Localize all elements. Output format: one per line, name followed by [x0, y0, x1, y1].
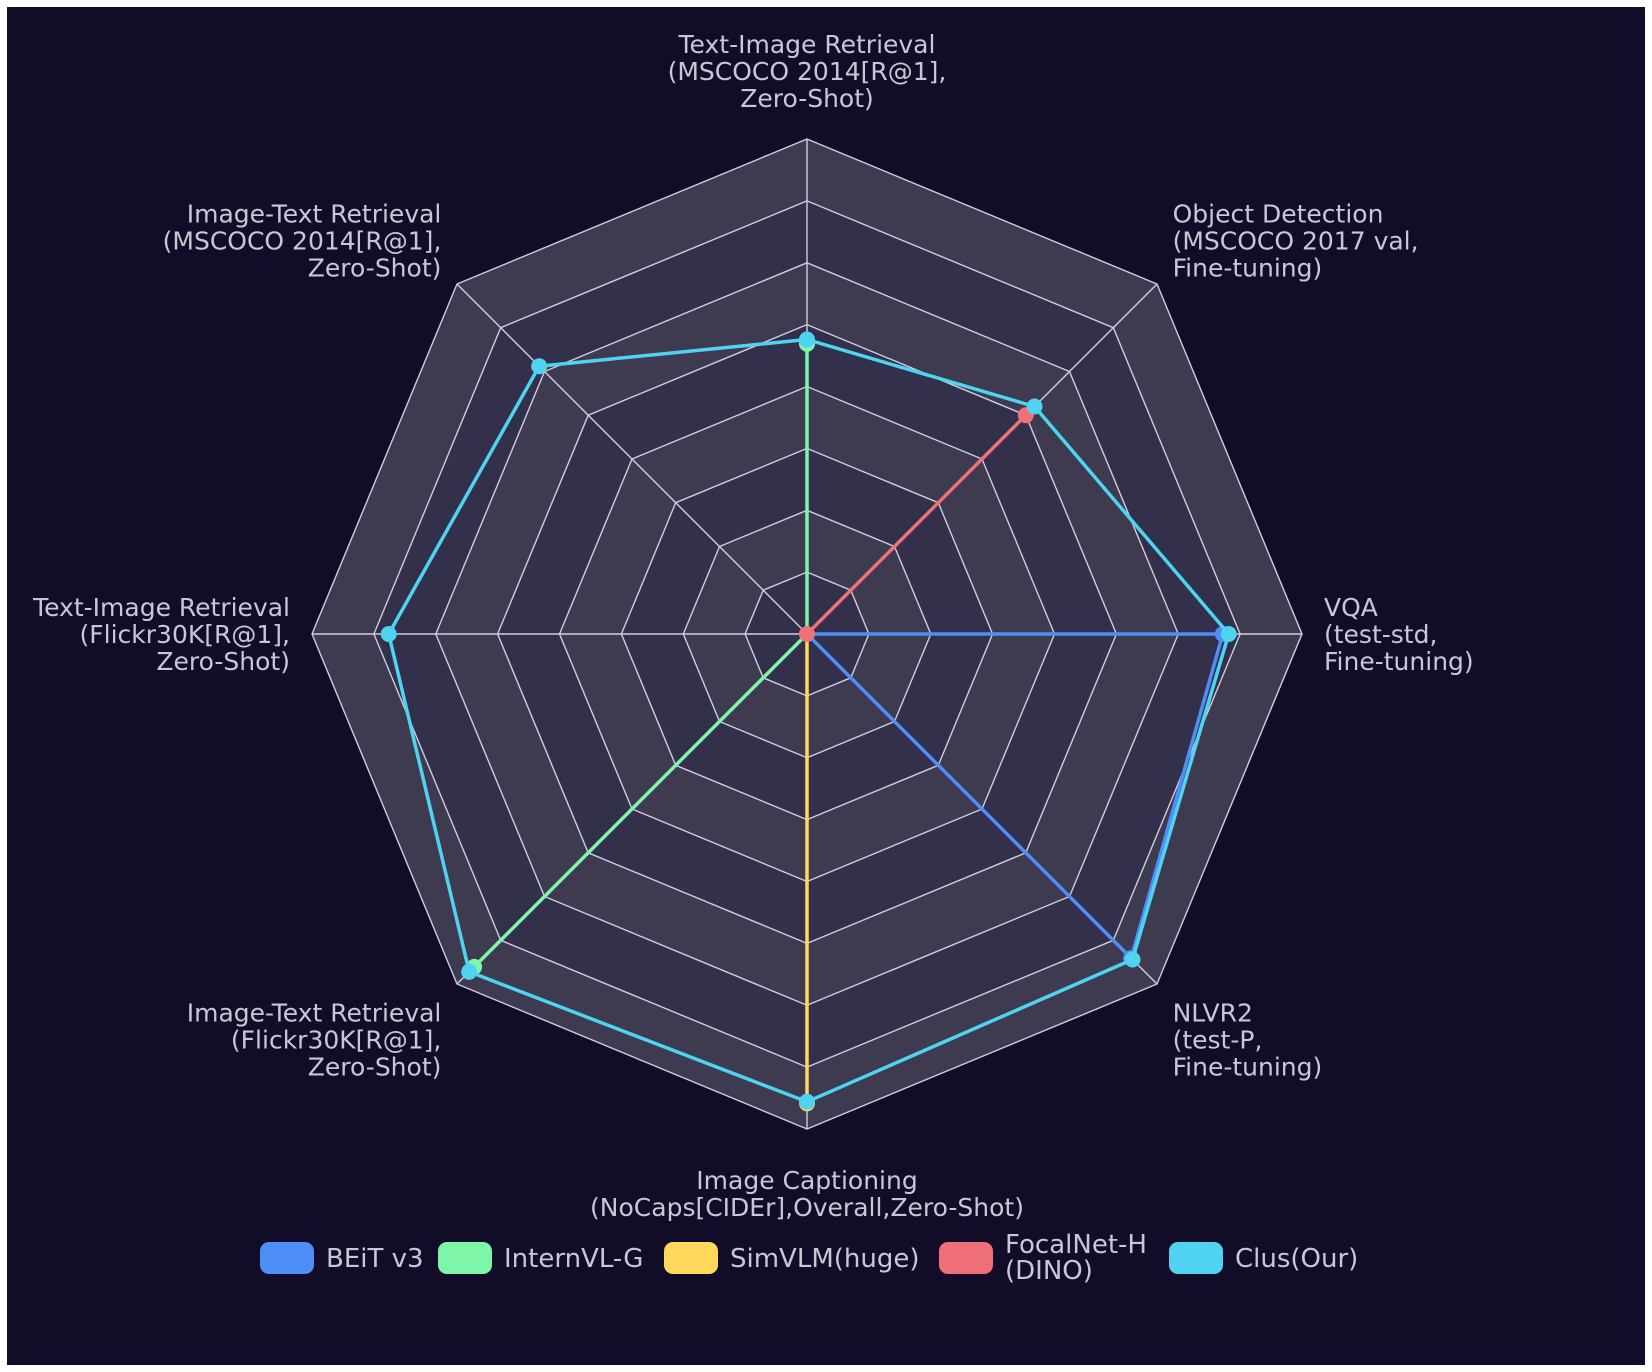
axis-label-1-line-1: (MSCOCO 2017 val,: [1173, 226, 1419, 255]
legend-item-3[interactable]: FocalNet-H (DINO): [939, 1230, 1147, 1286]
axis-label-1: Object Detection (MSCOCO 2017 val, Fine-tu…: [1173, 199, 1419, 282]
legend-swatch-4: [1169, 1242, 1223, 1274]
radar-chart: Text-Image Retrieval (MSCOCO 2014[R@1], Ze…: [32, 30, 1474, 1286]
legend-item-1[interactable]: InternVL-G: [438, 1242, 643, 1274]
series-4-point-1[interactable]: [1026, 398, 1043, 415]
radar-spoke-7: [456, 283, 808, 635]
axis-labels: Text-Image Retrieval (MSCOCO 2014[R@1], Ze…: [32, 30, 1474, 1222]
axis-label-0: Text-Image Retrieval (MSCOCO 2014[R@1], Ze…: [668, 30, 947, 113]
axis-label-3: NLVR2 (test-P, Fine-tuning): [1173, 999, 1323, 1082]
axis-label-0-line-0: Text-Image Retrieval: [678, 30, 936, 59]
legend-label-1: InternVL-G: [504, 1244, 643, 1274]
series-line-0: [805, 632, 1225, 960]
legend-label-3-line-1: (DINO): [1005, 1256, 1093, 1286]
series-4-point-6[interactable]: [380, 626, 397, 642]
series-4-point-5[interactable]: [461, 963, 478, 980]
axis-label-7-line-2: Zero-Shot): [308, 253, 442, 282]
axis-label-0-line-1: (MSCOCO 2014[R@1],: [668, 57, 947, 86]
legend-label-3-line-0: FocalNet-H: [1005, 1230, 1147, 1260]
center-point: [799, 626, 815, 642]
axis-label-4: Image Captioning (NoCaps[CIDEr],Overall,Z…: [590, 1166, 1024, 1222]
legend-item-0[interactable]: BEiT v3: [260, 1242, 424, 1274]
axis-label-6-line-0: Text-Image Retrieval: [32, 593, 290, 622]
chart-panel: Text-Image Retrieval (MSCOCO 2014[R@1], Ze…: [7, 7, 1645, 1365]
legend-swatch-0: [260, 1242, 314, 1274]
series-4-point-2[interactable]: [1220, 626, 1237, 642]
series-4-point-0[interactable]: [799, 331, 815, 348]
axis-label-3-line-1: (test-P,: [1173, 1026, 1263, 1055]
legend-label-3: FocalNet-H (DINO): [1005, 1230, 1147, 1286]
legend-label-4: Clus(Our): [1235, 1244, 1358, 1274]
axis-label-2: VQA (test-std, Fine-tuning): [1324, 593, 1474, 676]
legend-label-0-line-0: BEiT v3: [326, 1244, 424, 1274]
axis-label-1-line-2: Fine-tuning): [1173, 253, 1323, 282]
axis-label-5-line-0: Image-Text Retrieval: [187, 999, 442, 1028]
series-4: [380, 331, 1237, 1110]
axis-label-4-line-1: (NoCaps[CIDEr],Overall,Zero-Shot): [590, 1193, 1024, 1222]
legend-label-2: SimVLM(huge): [730, 1244, 920, 1274]
legend-swatch-2: [664, 1242, 718, 1274]
axis-label-2-line-2: Fine-tuning): [1324, 647, 1474, 676]
axis-label-3-line-0: NLVR2: [1173, 999, 1253, 1028]
legend-swatch-3: [939, 1242, 993, 1274]
axis-label-5-line-2: Zero-Shot): [308, 1053, 442, 1082]
axis-label-6-line-2: Zero-Shot): [156, 647, 290, 676]
legend-label-1-line-0: InternVL-G: [504, 1244, 643, 1274]
axis-label-5-line-1: (Flickr30K[R@1],: [231, 1026, 441, 1055]
series-4-point-4[interactable]: [799, 1093, 815, 1110]
axis-label-5: Image-Text Retrieval (Flickr30K[R@1], Zero…: [187, 999, 442, 1082]
axis-label-7-line-0: Image-Text Retrieval: [187, 199, 442, 228]
legend-label-4-line-0: Clus(Our): [1235, 1244, 1358, 1274]
axis-label-0-line-2: Zero-Shot): [740, 84, 874, 113]
legend[interactable]: BEiT v3 InternVL-G SimVLM(huge) FocalNet-H(…: [260, 1230, 1358, 1286]
legend-item-2[interactable]: SimVLM(huge): [664, 1242, 920, 1274]
legend-item-4[interactable]: Clus(Our): [1169, 1242, 1358, 1274]
axis-label-2-line-0: VQA: [1324, 593, 1378, 622]
axis-label-3-line-2: Fine-tuning): [1173, 1053, 1323, 1082]
legend-swatch-1: [438, 1242, 492, 1274]
radar-series: [380, 331, 1237, 1112]
axis-label-7: Image-Text Retrieval (MSCOCO 2014[R@1], Ze…: [163, 199, 442, 282]
axis-label-1-line-0: Object Detection: [1173, 199, 1384, 228]
axis-label-7-line-1: (MSCOCO 2014[R@1],: [163, 226, 442, 255]
series-4-point-3[interactable]: [1124, 951, 1141, 968]
axis-label-6: Text-Image Retrieval (Flickr30K[R@1], Zero…: [32, 593, 290, 676]
series-4-point-7[interactable]: [531, 358, 548, 375]
legend-label-2-line-0: SimVLM(huge): [730, 1244, 920, 1274]
axis-label-4-line-0: Image Captioning: [696, 1166, 917, 1195]
axis-label-2-line-1: (test-std,: [1324, 620, 1437, 649]
legend-label-0: BEiT v3: [326, 1244, 424, 1274]
axis-label-6-line-1: (Flickr30K[R@1],: [80, 620, 290, 649]
